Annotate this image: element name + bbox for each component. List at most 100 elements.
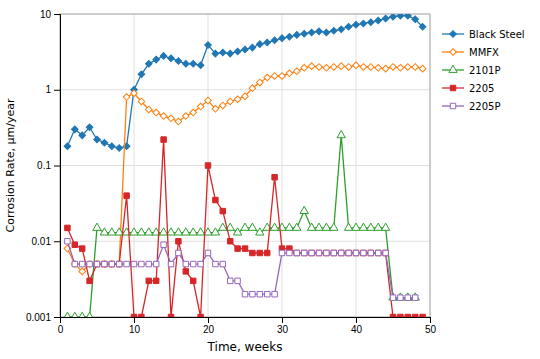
point [346,250,351,255]
point [390,14,397,20]
legend-label: MMFX [469,47,499,58]
point [338,63,345,70]
point [398,314,403,317]
legend-item: 2101P [442,65,500,76]
point [256,79,263,86]
point [109,261,114,266]
point [300,206,308,213]
legend-item: Black Steel [442,29,525,40]
point [293,32,300,39]
point [101,139,108,146]
point [375,250,380,255]
point [116,261,121,266]
point [361,250,366,255]
point [102,261,107,266]
point [337,131,345,138]
y-tick-label: 0.01 [32,236,52,247]
y-tick-mark [54,90,60,91]
point [257,291,262,296]
point [338,250,343,255]
point [235,278,240,283]
point [94,261,99,266]
point [197,103,204,110]
point [182,228,190,235]
x-grid-line [134,14,135,317]
point [205,163,210,168]
point [352,223,360,230]
point [212,50,219,57]
legend-marker [450,49,457,56]
point [168,115,175,122]
plot-frame [60,14,430,317]
point [227,239,232,244]
point [264,74,271,81]
point [71,126,78,133]
point [168,55,175,62]
series [64,62,426,275]
point [65,225,70,230]
chart: 010203040500.0010.010.1110Time, weeksCor… [0,0,540,359]
y-tick: 0.001 [26,312,60,323]
point [404,64,411,71]
y-grid-line [60,241,430,242]
point [213,197,218,202]
point [124,261,129,266]
point [146,278,151,283]
x-tick-label: 10 [129,324,141,335]
point [85,312,93,317]
point [153,278,158,283]
point [257,250,262,255]
x-tick-label: 0 [58,324,64,335]
point [176,250,181,255]
point [353,62,360,69]
y-axis-title: Corrosion Rate, μm/year [4,98,17,232]
point [330,27,337,34]
x-tick: 50 [425,317,437,335]
point [145,106,152,113]
point [293,68,300,75]
point [108,143,115,150]
point [196,228,204,235]
point [233,228,241,235]
point [198,261,203,266]
point [64,143,71,150]
point [227,278,232,283]
point [213,261,218,266]
x-tick-label: 20 [203,324,215,335]
x-tick-mark [430,317,431,323]
point [285,223,293,230]
point [397,64,404,71]
x-grid-line [282,14,283,317]
y-grid-line [60,89,430,90]
point [375,250,380,255]
point [323,29,330,36]
point [316,64,323,71]
point [249,44,256,51]
point [211,228,219,235]
grid [60,14,430,317]
legend: Black SteelMMFX2101P22052205P [442,29,525,112]
x-axis-title: Time, weeks [207,340,283,354]
point [353,250,358,255]
point [331,250,336,255]
point [301,250,306,255]
point [79,132,86,139]
point [198,314,203,317]
x-tick-label: 40 [351,324,363,335]
x-tick: 10 [129,317,141,335]
point [330,64,337,71]
point [219,102,226,109]
point [116,261,123,268]
point [130,228,138,235]
point [190,60,197,67]
point [94,261,99,266]
point [160,53,167,60]
point [153,109,160,116]
point [324,250,329,255]
point [411,293,419,300]
point [72,261,77,266]
point [86,261,93,268]
point [412,314,417,317]
y-tick-mark [54,166,60,167]
point [72,242,77,247]
